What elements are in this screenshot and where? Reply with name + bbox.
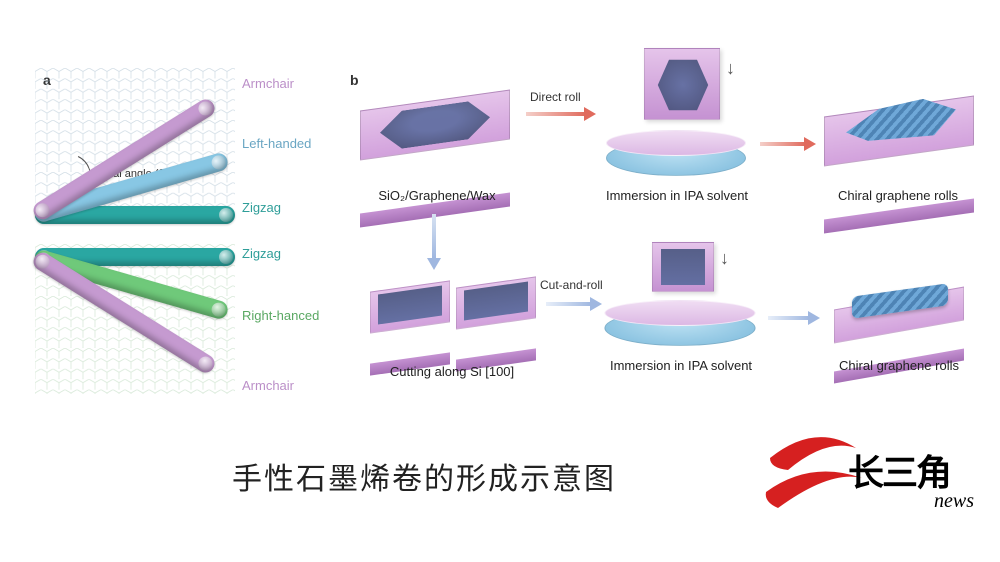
immerse-substrate-bottom [652, 242, 714, 292]
label-armchair-bottom: Armchair [242, 378, 294, 393]
arrow-cut-and-roll [546, 300, 602, 308]
arrow-to-result-bottom [768, 314, 820, 322]
caption-result-bottom: Chiral graphene rolls [824, 358, 974, 373]
caption-cut: Cutting along Si [100] [372, 364, 532, 379]
label-zigzag-bottom: Zigzag [242, 246, 281, 261]
figure-caption: 手性石墨烯卷的形成示意图 [232, 454, 616, 498]
logo-text: 长三角 [848, 444, 950, 496]
logo-subtext: news [934, 490, 974, 513]
panel-b-label: b [350, 72, 359, 88]
label-zigzag-top: Zigzag [242, 200, 281, 215]
label-righthanded: Right-hanced [242, 308, 319, 323]
start-substrate [360, 100, 510, 175]
label-cut-and-roll: Cut-and-roll [540, 278, 603, 292]
caption-immerse-top: Immersion in IPA solvent [602, 188, 752, 203]
arrow-direct-roll [526, 110, 596, 118]
label-armchair-top: Armchair [242, 76, 294, 91]
caption-immerse-bottom: Immersion in IPA solvent [606, 358, 756, 373]
watermark-logo: 长三角 news [760, 420, 980, 540]
dish-ipa-top [606, 130, 746, 180]
caption-result-top: Chiral graphene rolls [828, 188, 968, 203]
label-direct-roll: Direct roll [530, 90, 581, 104]
caption-start: SiO₂/Graphene/Wax [372, 188, 502, 203]
arrow-to-result-top [760, 140, 816, 148]
down-arrow-bottom: ↓ [720, 248, 729, 269]
cut-slab-left [370, 286, 450, 342]
down-arrow-top: ↓ [726, 58, 735, 79]
label-lefthanded: Left-handed [242, 136, 311, 151]
arrow-down-to-cut [430, 214, 438, 270]
cut-slab-right [456, 282, 536, 338]
immerse-substrate-top [644, 48, 720, 120]
dish-ipa-bottom [604, 300, 755, 350]
